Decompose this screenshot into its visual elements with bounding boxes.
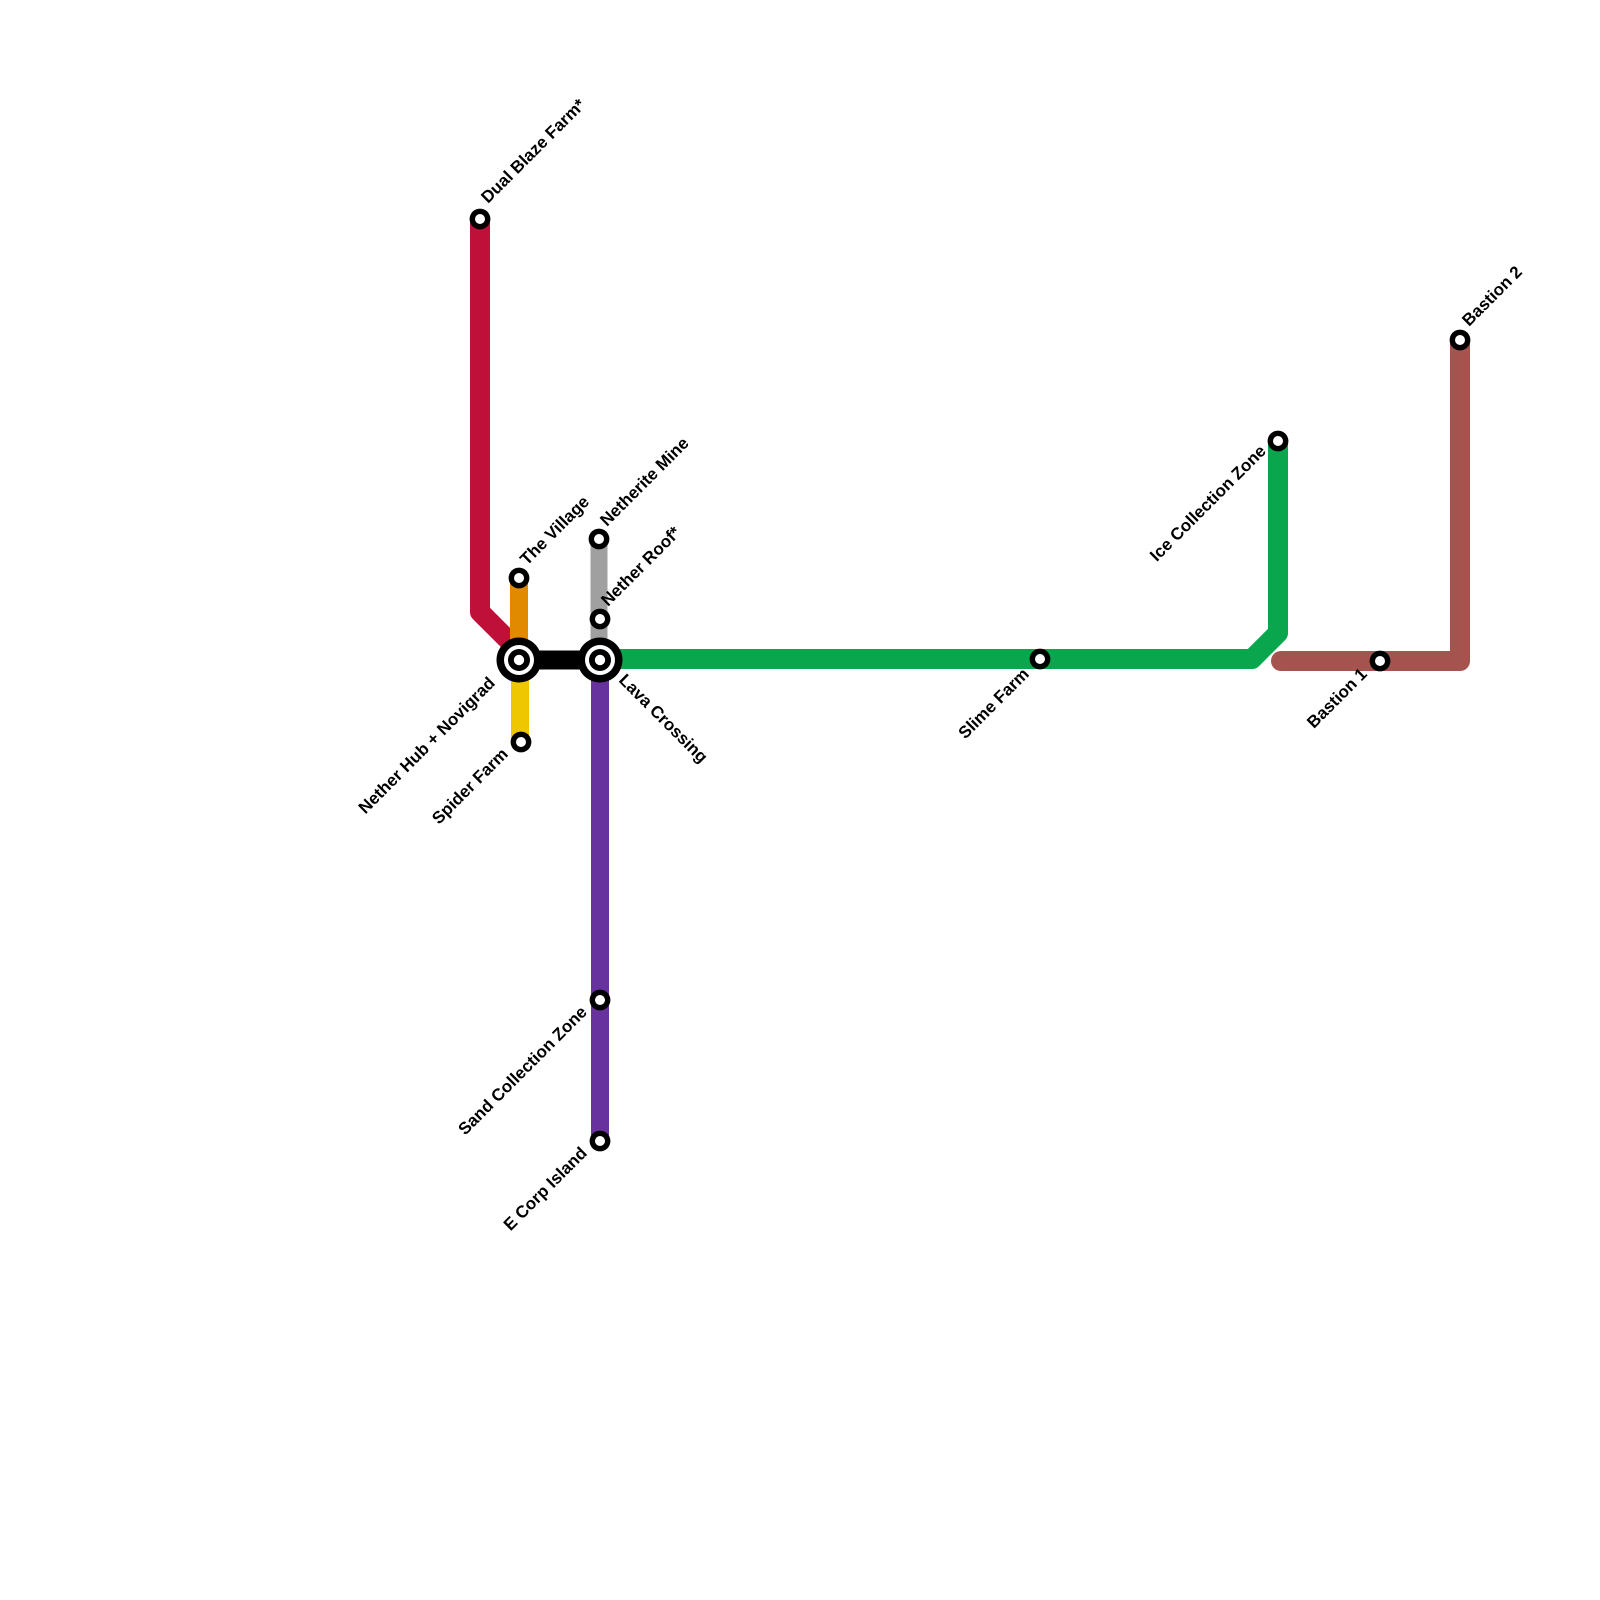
interchange-marker-lava-crossing: [577, 637, 623, 683]
station-marker-dual-blaze-farm: [469, 208, 491, 230]
station-label-ice-collection-zone: Ice Collection Zone: [1146, 441, 1270, 565]
station-marker-the-village: [508, 567, 530, 589]
station-marker-netherite-mine: [588, 528, 610, 550]
station-marker-bastion-1: [1369, 650, 1391, 672]
station-label-bastion-2: Bastion 2: [1458, 262, 1526, 330]
station-marker-sand-collection-zone: [589, 989, 611, 1011]
station-label-spider-farm: Spider Farm: [428, 744, 512, 828]
station-label-the-village: The Village: [516, 492, 593, 569]
station-marker-spider-farm: [510, 731, 532, 753]
interchange-marker-nether-hub-novigrad: [496, 637, 542, 683]
brown-line: [1271, 330, 1470, 671]
station-label-lava-crossing: Lava Crossing: [615, 670, 711, 766]
green-line: [600, 441, 1288, 669]
station-marker-bastion-2: [1449, 329, 1471, 351]
station-label-dual-blaze-farm: Dual Blaze Farm*: [477, 95, 589, 207]
station-label-netherite-mine: Netherite Mine: [596, 434, 692, 530]
station-label-nether-roof: Nether Roof*: [597, 523, 684, 610]
station-label-sand-collection-zone: Sand Collection Zone: [455, 1002, 591, 1138]
station-marker-slime-farm: [1029, 648, 1051, 670]
station-label-slime-farm: Slime Farm: [955, 664, 1033, 742]
station-label-e-corp-island: E Corp Island: [500, 1143, 591, 1234]
station-label-bastion-1: Bastion 1: [1303, 664, 1371, 732]
station-marker-e-corp-island: [589, 1130, 611, 1152]
station-label-nether-hub-novigrad: Nether Hub + Novigrad: [355, 673, 499, 817]
station-marker-nether-roof: [589, 608, 611, 630]
station-marker-ice-collection-zone: [1267, 430, 1289, 452]
